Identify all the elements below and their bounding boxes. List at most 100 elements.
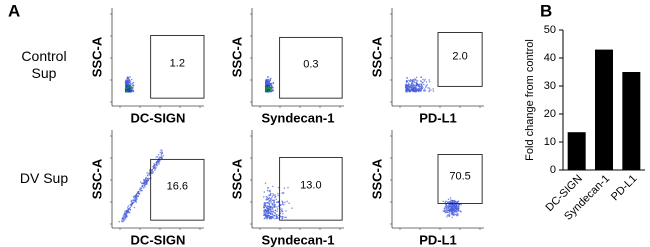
event-dot bbox=[411, 88, 413, 90]
event-dot bbox=[454, 205, 456, 208]
event-dot bbox=[267, 212, 269, 215]
event-dot bbox=[270, 213, 272, 215]
event-dot bbox=[406, 88, 408, 90]
event-dot bbox=[267, 86, 270, 88]
event-dot bbox=[269, 89, 271, 91]
event-dot bbox=[272, 199, 274, 202]
event-dot bbox=[270, 193, 272, 195]
event-dot bbox=[408, 90, 410, 92]
event-dot bbox=[152, 171, 154, 173]
event-dot bbox=[270, 83, 273, 85]
event-dot bbox=[128, 89, 130, 91]
event-dot bbox=[131, 204, 133, 206]
event-dot bbox=[139, 189, 141, 191]
event-dot bbox=[128, 76, 130, 79]
y-tick-label: 0 bbox=[550, 164, 556, 176]
event-dot bbox=[274, 196, 277, 198]
event-dot bbox=[133, 196, 135, 198]
event-dot bbox=[130, 87, 132, 89]
event-dot bbox=[272, 216, 274, 218]
event-dot bbox=[155, 164, 158, 166]
event-dot bbox=[454, 204, 456, 206]
event-dot bbox=[268, 209, 270, 211]
event-dot bbox=[275, 217, 278, 219]
event-dot bbox=[132, 202, 134, 204]
event-dot bbox=[273, 202, 275, 204]
event-dot bbox=[430, 89, 432, 91]
event-dot bbox=[452, 204, 455, 206]
event-dot bbox=[129, 87, 131, 89]
event-dot bbox=[158, 161, 160, 163]
event-dot bbox=[268, 85, 270, 87]
event-dot bbox=[275, 216, 278, 218]
event-dot bbox=[156, 165, 158, 167]
event-dot bbox=[268, 81, 270, 83]
event-dot bbox=[121, 218, 123, 220]
event-dot bbox=[268, 202, 270, 205]
event-dot bbox=[126, 216, 128, 218]
event-dot bbox=[272, 210, 274, 212]
event-dot bbox=[451, 209, 453, 211]
event-dot bbox=[278, 200, 280, 202]
event-dot bbox=[446, 208, 449, 210]
event-dot bbox=[457, 214, 459, 217]
event-dot bbox=[423, 89, 425, 91]
event-dot bbox=[418, 89, 420, 91]
event-dot bbox=[452, 210, 454, 213]
event-dot bbox=[270, 206, 272, 209]
event-dot bbox=[284, 216, 286, 219]
event-dot bbox=[126, 81, 129, 83]
event-dot bbox=[125, 84, 127, 86]
event-dot bbox=[130, 83, 132, 85]
bar bbox=[567, 132, 586, 170]
y-axis-label: SSC-A bbox=[229, 158, 244, 199]
event-dot bbox=[268, 204, 271, 206]
event-dot bbox=[127, 87, 129, 89]
event-dot bbox=[446, 210, 449, 212]
event-dot bbox=[126, 210, 128, 213]
event-dot bbox=[132, 90, 134, 92]
event-dot bbox=[272, 193, 274, 195]
event-dot bbox=[409, 90, 411, 93]
event-dot bbox=[145, 182, 147, 184]
event-dot bbox=[277, 186, 280, 189]
event-dot bbox=[423, 90, 425, 92]
event-dot bbox=[267, 216, 269, 219]
event-dot bbox=[267, 208, 270, 210]
event-dot bbox=[446, 205, 448, 207]
event-dot bbox=[124, 212, 127, 214]
event-dot bbox=[153, 164, 156, 167]
event-dot bbox=[263, 217, 265, 220]
event-dot bbox=[155, 167, 157, 169]
event-dot bbox=[281, 215, 283, 218]
event-dot bbox=[446, 216, 448, 218]
event-dot bbox=[443, 210, 446, 213]
event-dot bbox=[125, 89, 127, 91]
event-dot bbox=[408, 85, 410, 88]
event-dot bbox=[454, 213, 456, 216]
event-dot bbox=[267, 205, 269, 208]
event-dot bbox=[264, 84, 267, 86]
event-dot bbox=[451, 214, 454, 216]
event-dot bbox=[140, 187, 143, 189]
event-dot bbox=[144, 186, 146, 188]
event-dot bbox=[270, 209, 272, 211]
event-dot bbox=[269, 194, 272, 196]
event-dot bbox=[266, 205, 268, 207]
event-dot bbox=[287, 187, 289, 189]
event-dot bbox=[128, 90, 130, 92]
event-dot bbox=[146, 181, 148, 183]
event-dot bbox=[413, 88, 415, 90]
event-dot bbox=[128, 207, 131, 210]
event-dot bbox=[268, 216, 271, 218]
event-dot bbox=[270, 216, 272, 219]
event-dot bbox=[451, 212, 454, 214]
event-dot bbox=[276, 206, 278, 208]
event-dot bbox=[146, 172, 148, 174]
event-dot bbox=[428, 90, 430, 93]
event-dot bbox=[264, 90, 267, 93]
event-dot bbox=[265, 89, 267, 91]
event-dot bbox=[268, 211, 270, 214]
event-dot bbox=[265, 202, 268, 204]
event-dot bbox=[127, 210, 130, 212]
